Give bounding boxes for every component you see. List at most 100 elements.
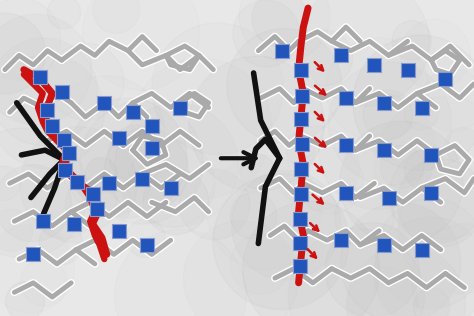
Point (105, 181, 113, 186)
Circle shape (288, 228, 424, 316)
Circle shape (39, 222, 82, 265)
Circle shape (20, 127, 137, 243)
Circle shape (86, 157, 117, 189)
Circle shape (334, 187, 394, 247)
Circle shape (47, 43, 124, 120)
Circle shape (0, 13, 46, 94)
Point (380, 100, 388, 105)
Circle shape (80, 101, 203, 224)
Circle shape (239, 0, 330, 61)
Circle shape (108, 125, 166, 183)
Circle shape (213, 174, 349, 310)
Point (297, 67, 305, 72)
Point (385, 195, 392, 200)
Point (62, 167, 69, 173)
Point (297, 216, 304, 222)
Point (296, 240, 304, 245)
Point (337, 238, 345, 243)
Circle shape (392, 21, 432, 60)
Point (60, 137, 68, 142)
Circle shape (363, 90, 413, 140)
Point (167, 185, 174, 191)
Point (65, 150, 73, 155)
Circle shape (243, 201, 380, 316)
Point (44, 107, 51, 112)
Circle shape (445, 128, 474, 164)
Point (100, 100, 108, 105)
Circle shape (0, 209, 33, 251)
Point (418, 105, 426, 110)
Circle shape (34, 176, 96, 239)
Circle shape (0, 128, 88, 258)
Point (148, 124, 155, 129)
Circle shape (240, 154, 274, 189)
Point (93, 207, 101, 212)
Circle shape (413, 288, 450, 316)
Circle shape (381, 145, 424, 188)
Circle shape (325, 223, 419, 316)
Point (371, 62, 378, 67)
Circle shape (0, 166, 21, 201)
Circle shape (0, 14, 91, 125)
Point (143, 242, 151, 247)
Circle shape (286, 137, 315, 165)
Circle shape (143, 169, 209, 234)
Point (342, 190, 350, 195)
Point (297, 191, 305, 196)
Circle shape (93, 0, 139, 33)
Point (442, 76, 449, 82)
Circle shape (0, 0, 61, 81)
Circle shape (68, 131, 153, 216)
Point (29, 252, 37, 257)
Circle shape (231, 170, 341, 280)
Circle shape (340, 121, 463, 245)
Point (404, 67, 411, 72)
Circle shape (115, 229, 246, 316)
Circle shape (115, 103, 238, 227)
Point (298, 142, 306, 147)
Point (298, 167, 305, 172)
Circle shape (179, 169, 250, 240)
Circle shape (353, 35, 474, 170)
Point (73, 180, 81, 185)
Point (342, 95, 350, 100)
Circle shape (397, 159, 474, 247)
Point (39, 219, 46, 224)
Circle shape (152, 23, 283, 155)
Point (278, 48, 286, 53)
Circle shape (0, 55, 104, 169)
Point (337, 53, 345, 58)
Circle shape (67, 98, 187, 218)
Circle shape (376, 198, 474, 309)
Circle shape (374, 217, 474, 316)
Circle shape (65, 178, 117, 230)
Circle shape (389, 147, 474, 243)
Point (298, 117, 305, 122)
Circle shape (233, 0, 300, 67)
Point (428, 152, 435, 157)
Circle shape (340, 203, 461, 316)
Circle shape (328, 62, 452, 185)
Point (115, 228, 122, 233)
Point (148, 145, 155, 150)
Point (380, 148, 388, 153)
Point (138, 176, 146, 181)
Circle shape (189, 56, 324, 192)
Circle shape (319, 93, 436, 210)
Point (48, 124, 56, 129)
Point (36, 74, 44, 79)
Point (380, 242, 388, 247)
Circle shape (252, 0, 308, 47)
Circle shape (297, 30, 353, 86)
Circle shape (404, 150, 445, 190)
Point (296, 264, 303, 269)
Circle shape (346, 246, 465, 316)
Point (70, 221, 77, 226)
Circle shape (0, 38, 98, 146)
Circle shape (127, 219, 165, 258)
Point (428, 190, 435, 195)
Circle shape (0, 165, 72, 242)
Point (342, 143, 350, 148)
Point (418, 247, 426, 252)
Circle shape (47, 0, 81, 29)
